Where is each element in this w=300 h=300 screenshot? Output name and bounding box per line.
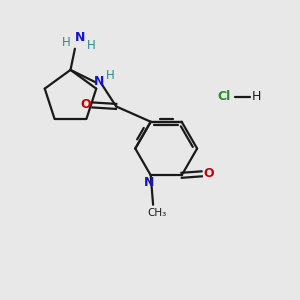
Text: O: O bbox=[81, 98, 92, 111]
Text: Cl: Cl bbox=[217, 91, 230, 103]
Text: H: H bbox=[62, 36, 71, 49]
Text: N: N bbox=[75, 31, 86, 44]
Text: N: N bbox=[94, 75, 104, 88]
Text: H: H bbox=[87, 39, 95, 52]
Text: H: H bbox=[106, 69, 115, 82]
Text: O: O bbox=[203, 167, 214, 180]
Text: N: N bbox=[144, 176, 154, 189]
Text: H: H bbox=[252, 91, 261, 103]
Text: CH₃: CH₃ bbox=[147, 208, 166, 218]
